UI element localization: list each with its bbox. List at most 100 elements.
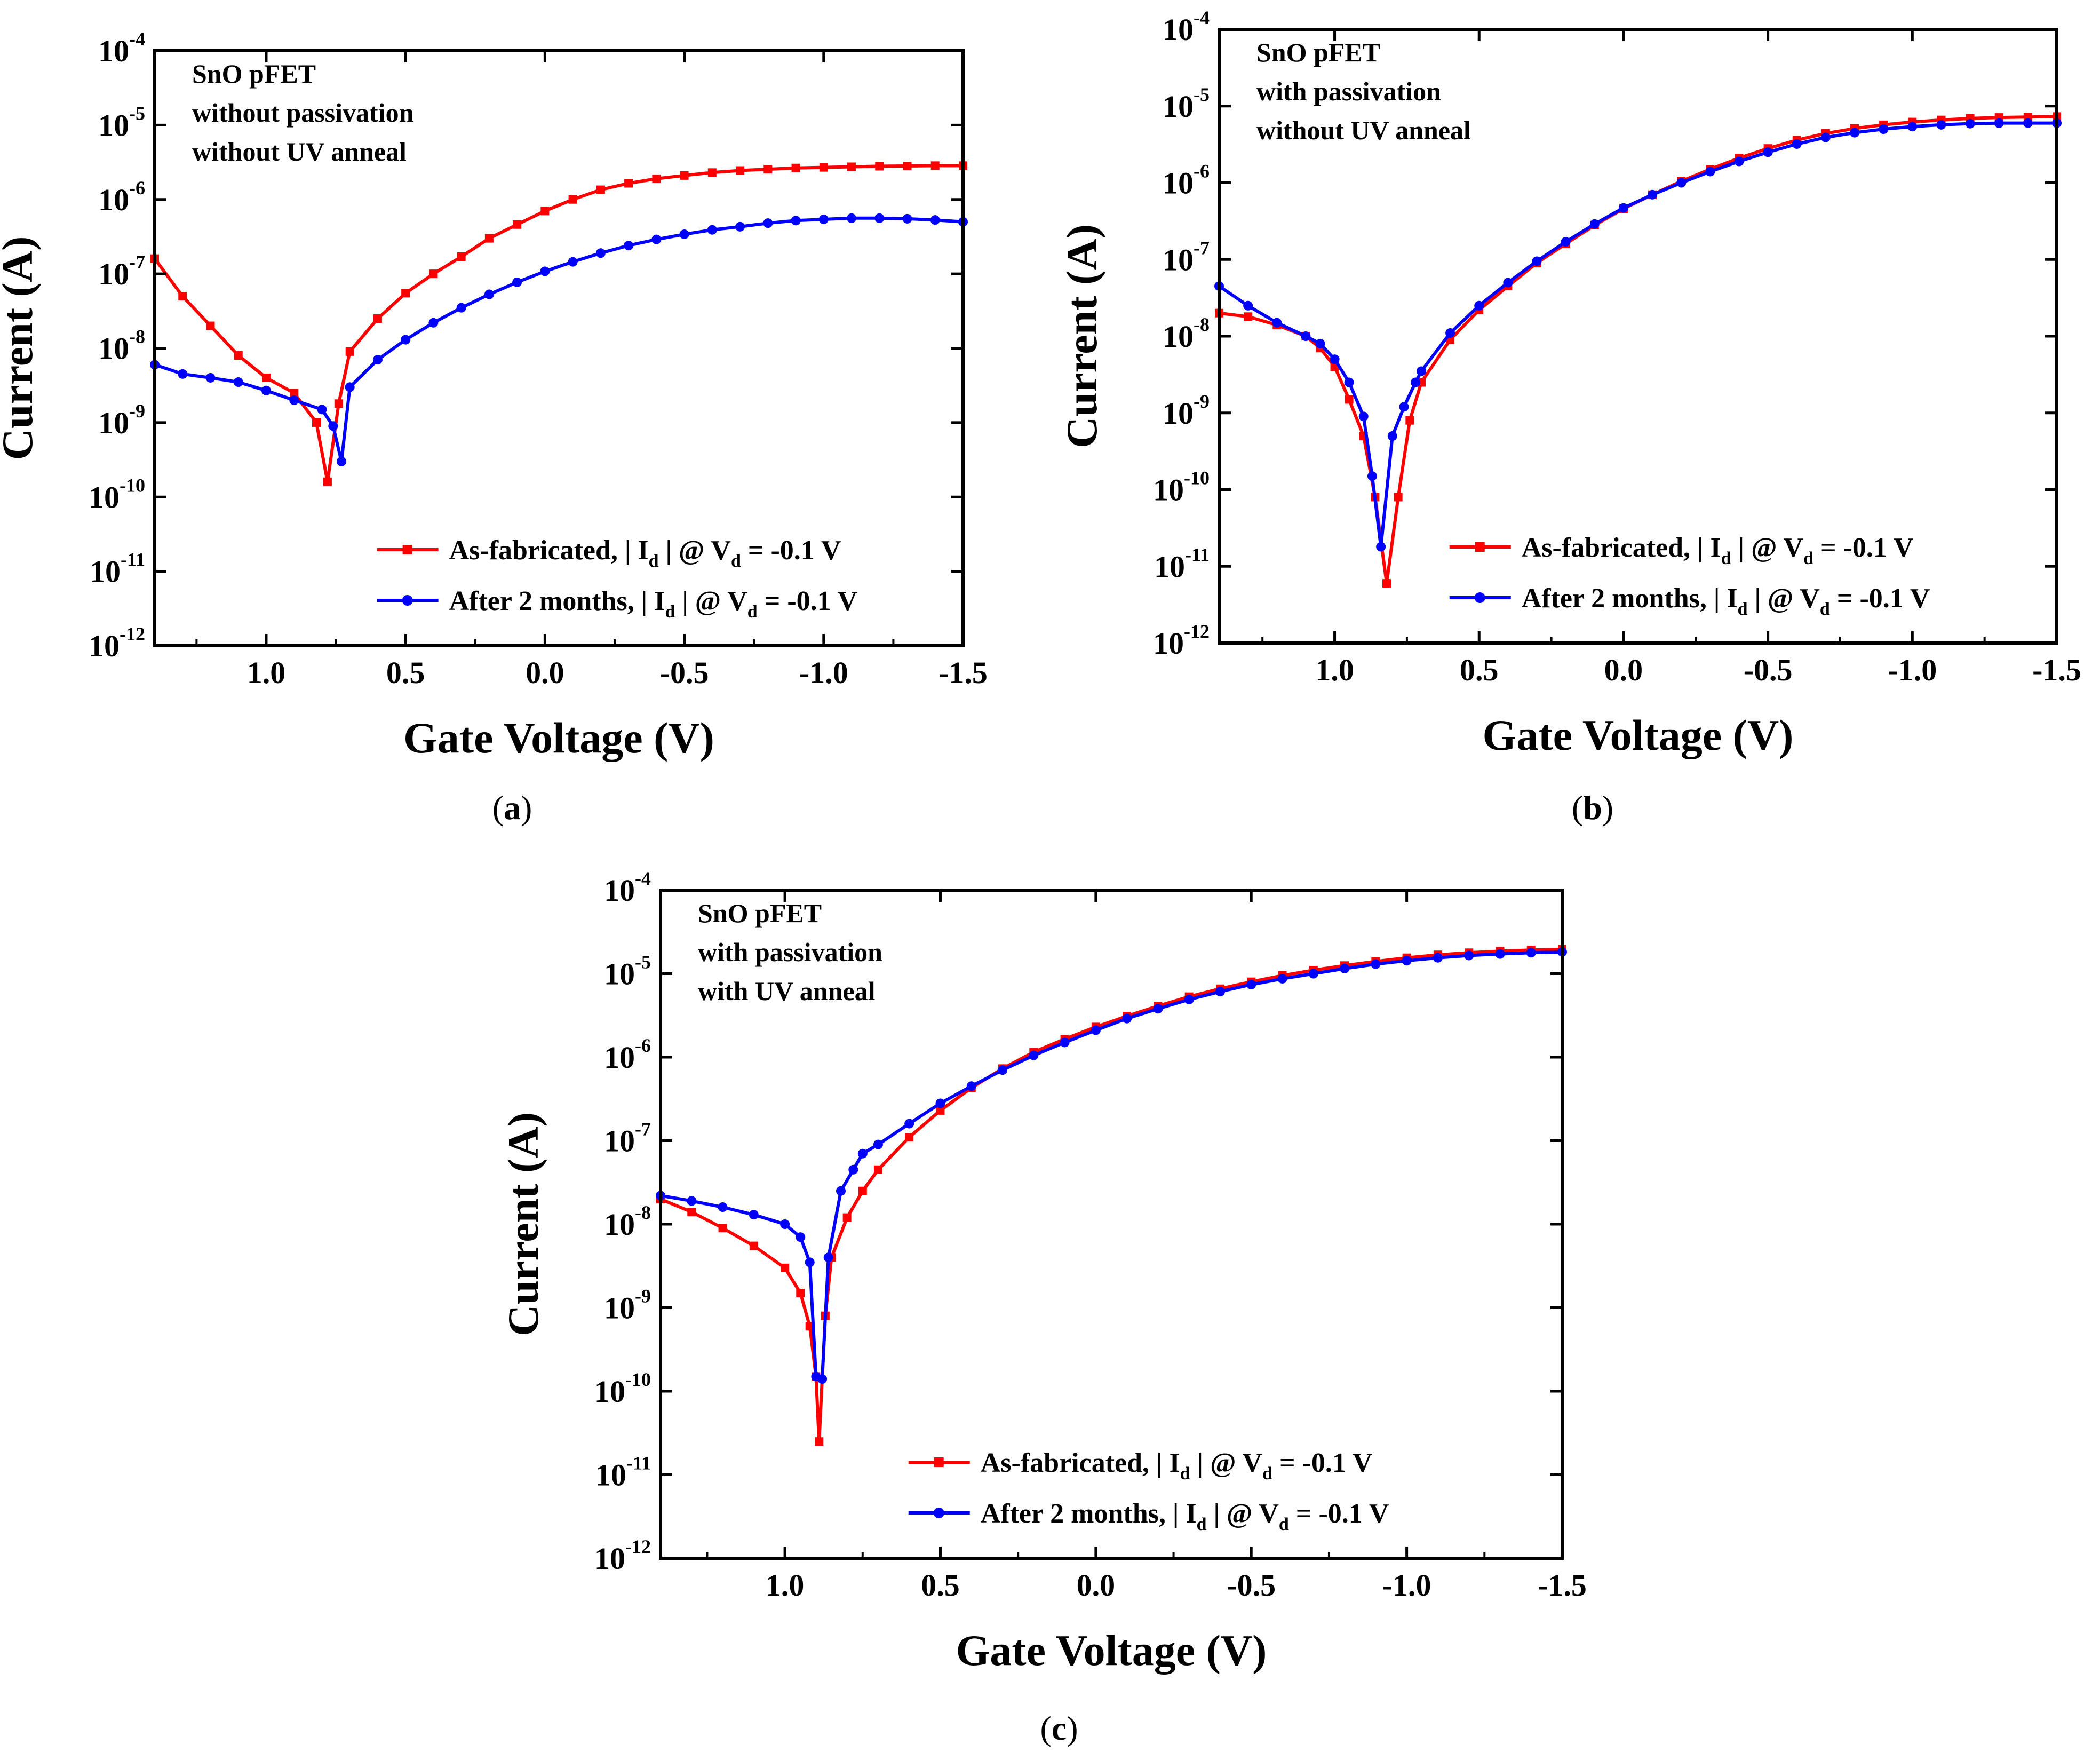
data-point — [1344, 377, 1354, 387]
series-as-fabricated — [656, 945, 1566, 1446]
data-point — [317, 405, 327, 415]
data-point — [2023, 118, 2033, 128]
data-point — [858, 1186, 867, 1195]
data-point — [1153, 1004, 1163, 1014]
y-tick-label: 10-12 — [1153, 621, 1210, 661]
data-point — [1532, 256, 1542, 266]
data-point — [290, 389, 299, 398]
data-point — [707, 168, 717, 177]
data-point — [595, 248, 606, 258]
data-point — [905, 1133, 914, 1142]
y-tick-label: 10-8 — [98, 326, 145, 366]
data-point — [1244, 312, 1253, 321]
data-point — [749, 1241, 758, 1250]
legend-label-part: As-fabricated, | I — [1522, 533, 1721, 563]
data-point — [484, 289, 494, 299]
data-point — [1495, 949, 1505, 959]
y-tick-label: 10-5 — [1163, 84, 1210, 124]
data-point — [1301, 331, 1311, 341]
legend-label-part: = -0.1 V — [1830, 583, 1930, 614]
data-point — [484, 234, 494, 243]
data-point — [1184, 994, 1194, 1004]
data-point — [1367, 471, 1377, 481]
data-point — [857, 1148, 868, 1159]
data-point — [568, 195, 577, 204]
data-point — [1734, 156, 1744, 167]
y-tick-label: 10-7 — [604, 1119, 651, 1159]
y-tick-label: 10-10 — [594, 1369, 651, 1409]
x-axis-title: Gate Voltage (V) — [1482, 711, 1793, 759]
series-after-2-months — [150, 213, 968, 466]
data-point — [936, 1106, 945, 1115]
x-tick-label: -0.5 — [1744, 653, 1793, 687]
data-point — [823, 1252, 833, 1263]
series-after-2-months — [656, 947, 1567, 1384]
legend-label-part: d — [1197, 1515, 1207, 1534]
legend-label-part: d — [1738, 599, 1748, 619]
y-tick-label: 10-9 — [604, 1286, 651, 1326]
y-tick-label: 10-12 — [89, 623, 145, 663]
panel-label: (c) — [1040, 1709, 1078, 1747]
x-tick-label: -1.5 — [2032, 653, 2081, 687]
data-point — [1122, 1013, 1132, 1024]
data-point — [1358, 411, 1369, 422]
y-tick-label: 10-12 — [594, 1536, 651, 1576]
legend-label-part: d — [1820, 599, 1830, 619]
legend-label: As-fabricated, | Id | @ Vd = -0.1 V — [981, 1448, 1373, 1484]
data-point — [205, 372, 216, 383]
data-point — [1340, 964, 1350, 974]
data-point — [1676, 178, 1687, 188]
series-as-fabricated — [150, 161, 967, 486]
y-tick-label: 10-8 — [604, 1202, 651, 1242]
data-point — [1879, 124, 1889, 134]
legend-label-part: d — [665, 602, 675, 622]
data-point — [796, 1232, 806, 1242]
y-tick-label: 10-4 — [1163, 7, 1210, 47]
data-point — [904, 1119, 914, 1129]
data-point — [1382, 579, 1391, 588]
y-tick-label: 10-4 — [604, 868, 651, 908]
x-tick-label: 0.0 — [1077, 1568, 1116, 1603]
data-point — [930, 215, 940, 225]
data-point — [1792, 139, 1802, 149]
legend-entry: After 2 months, | Id | @ Vd = -0.1 V — [908, 1499, 1389, 1534]
x-tick-label: 0.0 — [1604, 653, 1643, 687]
data-point — [323, 477, 332, 486]
data-point — [401, 335, 411, 345]
data-point — [749, 1210, 759, 1220]
data-point — [903, 161, 912, 170]
legend-label-part: | @ V — [675, 586, 747, 616]
y-tick-label: 10-11 — [1154, 544, 1210, 584]
data-point — [512, 277, 522, 287]
legend-label-part: d — [1803, 549, 1813, 568]
legend-label-part: d — [1721, 549, 1731, 568]
x-tick-label: 0.0 — [526, 655, 564, 690]
data-point — [345, 382, 355, 392]
series-line — [154, 216, 964, 462]
data-point — [401, 289, 410, 298]
data-point — [337, 456, 347, 466]
x-tick-label: -1.0 — [799, 655, 848, 690]
data-point — [1820, 132, 1831, 142]
data-point — [1464, 950, 1474, 961]
y-tick-label: 10-6 — [1163, 161, 1210, 201]
data-point — [718, 1224, 727, 1233]
data-point — [1029, 1050, 1039, 1060]
data-point — [935, 1098, 945, 1108]
y-tick-label: 10-10 — [89, 474, 145, 514]
data-point — [1763, 147, 1773, 157]
data-point — [736, 166, 745, 175]
data-point — [1416, 366, 1426, 376]
legend-label-part: d — [747, 602, 758, 622]
legend-label-part: | @ V — [1190, 1448, 1262, 1478]
legend-label-part: As-fabricated, | I — [449, 535, 649, 566]
legend-marker — [402, 595, 413, 606]
data-point — [818, 215, 829, 225]
x-tick-label: -1.5 — [1538, 1568, 1587, 1603]
data-point — [1705, 167, 1715, 177]
data-point — [596, 185, 605, 194]
chart-panel-a: 1.0 0.5 0.0 -0.5 -1.0 -1.5 10-12 10-11 10-10 10-9… — [0, 28, 988, 827]
data-point — [687, 1196, 697, 1206]
data-point — [875, 162, 884, 171]
